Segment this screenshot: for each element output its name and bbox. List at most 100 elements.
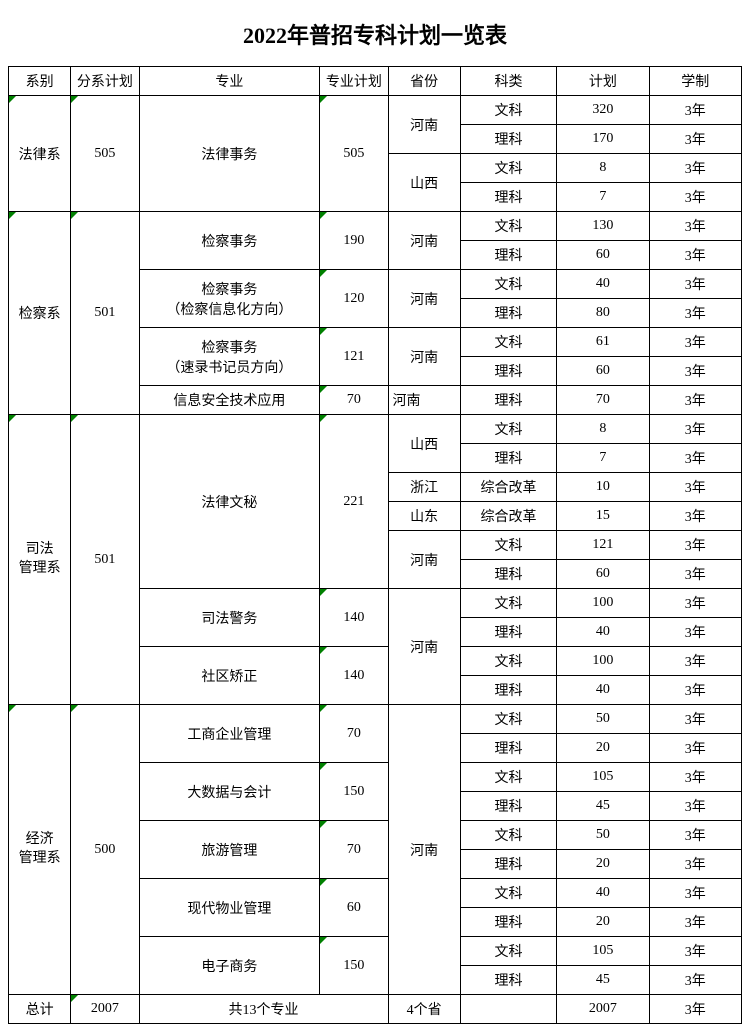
duration-cell: 3年	[649, 386, 741, 415]
duration-cell: 3年	[649, 328, 741, 357]
major-cell: 电子商务	[139, 937, 320, 995]
total-plan: 2007	[557, 995, 649, 1024]
category-cell: 理科	[460, 560, 556, 589]
province-cell: 山西	[388, 415, 460, 473]
major-cell: 旅游管理	[139, 821, 320, 879]
major-plan-cell: 221	[320, 415, 388, 589]
dept-cell: 经济管理系	[9, 705, 71, 995]
table-row: 经济管理系 500 工商企业管理 70 河南 文科 50 3年	[9, 705, 742, 734]
category-cell: 理科	[460, 241, 556, 270]
plan-cell: 70	[557, 386, 649, 415]
dept-plan-cell: 501	[71, 415, 139, 705]
plan-cell: 60	[557, 241, 649, 270]
plan-cell: 100	[557, 647, 649, 676]
category-cell: 理科	[460, 618, 556, 647]
category-cell: 文科	[460, 154, 556, 183]
province-cell: 河南	[388, 328, 460, 386]
major-cell: 检察事务	[139, 212, 320, 270]
col-major: 专业	[139, 67, 320, 96]
page-title: 2022年普招专科计划一览表	[8, 8, 742, 66]
page: 2022年普招专科计划一览表 系别 分系计划 专业 专业计划 省份 科类 计划 …	[8, 8, 742, 1024]
plan-cell: 8	[557, 415, 649, 444]
major-plan-cell: 120	[320, 270, 388, 328]
duration-cell: 3年	[649, 908, 741, 937]
category-cell: 文科	[460, 879, 556, 908]
duration-cell: 3年	[649, 357, 741, 386]
plan-cell: 40	[557, 879, 649, 908]
province-cell: 山西	[388, 154, 460, 212]
col-plan: 计划	[557, 67, 649, 96]
major-plan-cell: 70	[320, 386, 388, 415]
dept-cell: 司法管理系	[9, 415, 71, 705]
major-plan-cell: 505	[320, 96, 388, 212]
dept-cell: 检察系	[9, 212, 71, 415]
duration-cell: 3年	[649, 183, 741, 212]
category-cell: 理科	[460, 299, 556, 328]
duration-cell: 3年	[649, 125, 741, 154]
duration-cell: 3年	[649, 444, 741, 473]
col-dept-plan: 分系计划	[71, 67, 139, 96]
category-cell: 文科	[460, 763, 556, 792]
province-cell: 河南	[388, 705, 460, 995]
duration-cell: 3年	[649, 937, 741, 966]
category-cell: 理科	[460, 386, 556, 415]
category-cell: 文科	[460, 937, 556, 966]
major-cell: 司法警务	[139, 589, 320, 647]
plan-cell: 40	[557, 676, 649, 705]
major-plan-cell: 70	[320, 705, 388, 763]
plan-cell: 105	[557, 763, 649, 792]
duration-cell: 3年	[649, 212, 741, 241]
category-cell: 理科	[460, 183, 556, 212]
plan-cell: 20	[557, 734, 649, 763]
category-cell: 理科	[460, 850, 556, 879]
major-cell: 信息安全技术应用	[139, 386, 320, 415]
major-plan-cell: 70	[320, 821, 388, 879]
major-cell: 大数据与会计	[139, 763, 320, 821]
duration-cell: 3年	[649, 850, 741, 879]
plan-table: 系别 分系计划 专业 专业计划 省份 科类 计划 学制 法律系 505 法律事务…	[8, 66, 742, 1024]
duration-cell: 3年	[649, 763, 741, 792]
plan-cell: 121	[557, 531, 649, 560]
dept-plan-cell: 500	[71, 705, 139, 995]
table-row: 法律系 505 法律事务 505 河南 文科 320 3年	[9, 96, 742, 125]
duration-cell: 3年	[649, 502, 741, 531]
plan-cell: 60	[557, 560, 649, 589]
plan-cell: 61	[557, 328, 649, 357]
major-plan-cell: 150	[320, 937, 388, 995]
category-cell: 文科	[460, 705, 556, 734]
plan-cell: 320	[557, 96, 649, 125]
category-cell: 文科	[460, 328, 556, 357]
major-cell: 社区矫正	[139, 647, 320, 705]
duration-cell: 3年	[649, 473, 741, 502]
plan-cell: 105	[557, 937, 649, 966]
plan-cell: 130	[557, 212, 649, 241]
total-majors: 共13个专业	[139, 995, 388, 1024]
duration-cell: 3年	[649, 589, 741, 618]
major-plan-cell: 60	[320, 879, 388, 937]
province-cell: 河南	[388, 531, 460, 589]
plan-cell: 20	[557, 850, 649, 879]
dept-cell: 法律系	[9, 96, 71, 212]
duration-cell: 3年	[649, 560, 741, 589]
major-cell: 现代物业管理	[139, 879, 320, 937]
total-duration: 3年	[649, 995, 741, 1024]
province-cell: 河南	[388, 96, 460, 154]
duration-cell: 3年	[649, 241, 741, 270]
plan-cell: 40	[557, 618, 649, 647]
plan-cell: 170	[557, 125, 649, 154]
plan-cell: 10	[557, 473, 649, 502]
total-row: 总计 2007 共13个专业 4个省 2007 3年	[9, 995, 742, 1024]
category-cell: 综合改革	[460, 502, 556, 531]
category-cell: 理科	[460, 908, 556, 937]
col-category: 科类	[460, 67, 556, 96]
major-cell: 检察事务（检察信息化方向）	[139, 270, 320, 328]
duration-cell: 3年	[649, 734, 741, 763]
plan-cell: 40	[557, 270, 649, 299]
major-cell: 检察事务（速录书记员方向）	[139, 328, 320, 386]
plan-cell: 100	[557, 589, 649, 618]
province-cell: 河南	[388, 386, 460, 415]
duration-cell: 3年	[649, 154, 741, 183]
major-plan-cell: 140	[320, 647, 388, 705]
col-duration: 学制	[649, 67, 741, 96]
duration-cell: 3年	[649, 676, 741, 705]
